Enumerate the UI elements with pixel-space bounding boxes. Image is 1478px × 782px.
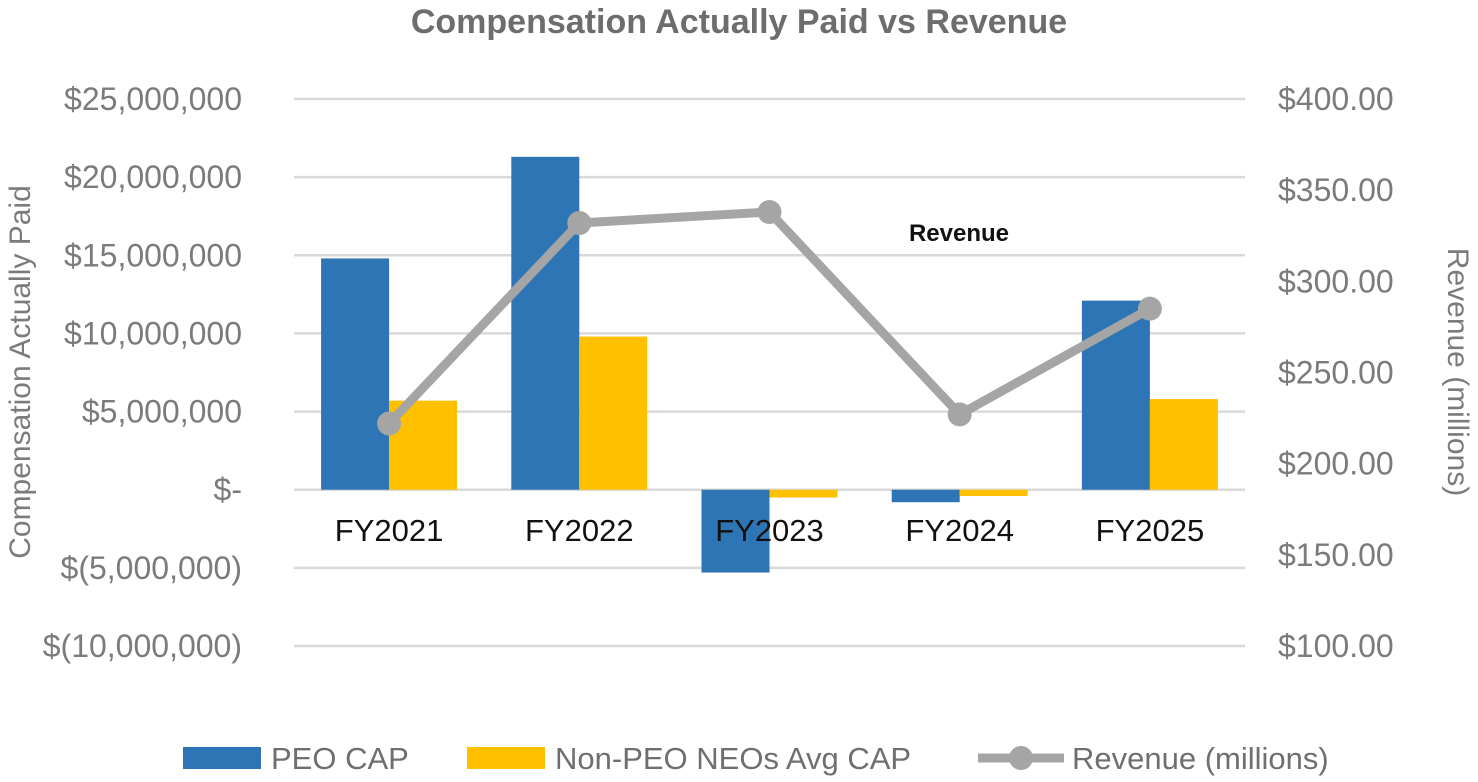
left-axis-title: Compensation Actually Paid — [4, 185, 37, 559]
legend-label-peo-cap: PEO CAP — [271, 741, 409, 776]
right-axis-title: Revenue (millions) — [1441, 248, 1474, 496]
revenue-line-series — [377, 200, 1162, 436]
left-axis-ticks: $25,000,000 $20,000,000 $15,000,000 $10,000… — [43, 81, 242, 664]
peo-cap-bar — [511, 156, 580, 490]
peo-cap-bar — [321, 258, 390, 490]
category-label: FY2025 — [1096, 513, 1205, 548]
legend-swatch-peo-cap — [183, 747, 261, 769]
revenue-point — [757, 200, 782, 225]
non-peo-neos-avg-cap-bar — [579, 336, 648, 490]
legend-label-non-peo: Non-PEO NEOs Avg CAP — [555, 741, 911, 776]
legend: PEO CAP Non-PEO NEOs Avg CAP Revenue (mill… — [183, 741, 1329, 776]
left-tick-label: $5,000,000 — [82, 394, 242, 430]
right-tick-label: $100.00 — [1278, 628, 1394, 664]
right-tick-label: $300.00 — [1278, 263, 1394, 299]
category-label: FY2022 — [525, 513, 634, 548]
left-tick-label: $10,000,000 — [64, 315, 242, 351]
non-peo-neos-avg-cap-bar — [769, 489, 838, 498]
right-tick-label: $200.00 — [1278, 446, 1394, 482]
revenue-line — [384, 207, 1155, 429]
category-label: FY2023 — [715, 513, 824, 548]
right-tick-label: $400.00 — [1278, 81, 1394, 117]
peo-cap-bar — [891, 489, 960, 503]
left-tick-label: $(10,000,000) — [43, 628, 242, 664]
left-tick-label: $15,000,000 — [64, 237, 242, 273]
revenue-point — [947, 402, 972, 427]
left-tick-label: $- — [214, 472, 242, 508]
bar-series — [321, 156, 1218, 573]
revenue-point — [567, 210, 592, 235]
category-label: FY2021 — [335, 513, 444, 548]
right-tick-label: $150.00 — [1278, 537, 1394, 573]
category-label: FY2024 — [905, 513, 1014, 548]
revenue-point — [1137, 296, 1162, 321]
category-labels: FY2021 FY2022 FY2023 FY2024 FY2025 — [335, 513, 1204, 548]
legend-label-revenue: Revenue (millions) — [1072, 741, 1329, 776]
left-tick-label: $20,000,000 — [64, 159, 242, 195]
non-peo-neos-avg-cap-bar — [1149, 399, 1218, 490]
chart-title: Compensation Actually Paid vs Revenue — [411, 3, 1067, 41]
legend-marker-revenue — [1009, 746, 1033, 770]
left-tick-label: $25,000,000 — [64, 81, 242, 117]
left-tick-label: $(5,000,000) — [61, 550, 242, 586]
right-tick-label: $350.00 — [1278, 172, 1394, 208]
right-axis-ticks: $400.00 $350.00 $300.00 $250.00 $200.00 $150.… — [1278, 81, 1394, 664]
right-tick-label: $250.00 — [1278, 355, 1394, 391]
peo-cap-bar — [701, 489, 770, 573]
revenue-annotation: Revenue — [909, 220, 1009, 247]
revenue-point — [377, 411, 402, 436]
legend-swatch-non-peo — [467, 747, 545, 769]
non-peo-neos-avg-cap-bar — [959, 489, 1028, 496]
